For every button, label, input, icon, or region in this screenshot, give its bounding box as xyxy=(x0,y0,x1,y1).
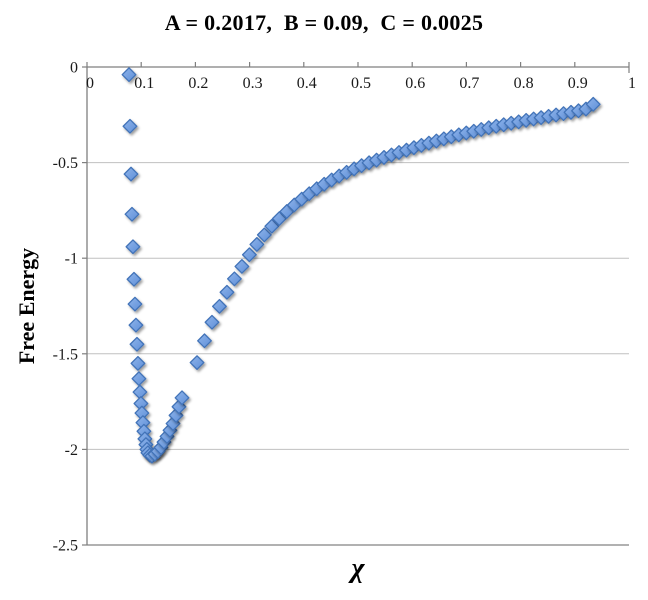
chart-title: A = 0.2017, B = 0.09, C = 0.0025 xyxy=(164,10,484,35)
data-point xyxy=(585,96,601,112)
data-point xyxy=(124,206,140,222)
data-point xyxy=(127,296,143,312)
x-tick-label: 0.6 xyxy=(405,75,425,92)
data-point xyxy=(271,211,287,227)
data-series xyxy=(121,67,601,464)
data-point xyxy=(189,355,205,371)
x-tick-label: 0.8 xyxy=(514,75,534,92)
data-point xyxy=(226,271,242,287)
data-point xyxy=(125,239,141,255)
data-point xyxy=(128,317,144,333)
data-point xyxy=(121,67,137,83)
x-tick-label: 1 xyxy=(628,75,636,92)
x-tick-label: 0.7 xyxy=(459,75,479,92)
data-point xyxy=(130,355,146,371)
x-tick-label: 0.9 xyxy=(568,75,588,92)
y-tick-label: -2 xyxy=(65,442,78,459)
y-tick-label: -1.5 xyxy=(53,346,78,363)
y-tick-label: -0.5 xyxy=(53,155,78,172)
data-point xyxy=(122,118,138,134)
y-tick-label: -2.5 xyxy=(53,538,78,555)
data-point xyxy=(212,298,227,314)
data-point xyxy=(241,247,257,263)
x-tick-label: 0.1 xyxy=(134,75,154,92)
data-point xyxy=(264,218,280,234)
y-tick-label: 0 xyxy=(70,60,78,77)
x-tick-label: 0.2 xyxy=(188,75,208,92)
data-point xyxy=(219,284,235,300)
x-axis-title: χ xyxy=(351,553,365,584)
x-tick-label: 0.4 xyxy=(297,75,317,92)
data-point xyxy=(131,371,147,387)
data-point xyxy=(197,333,212,349)
axes: 0 0.1 0.2 0.3 0.4 0.5 0.6 0.7 0.8 0.9 1 0 -0.5 -1 -1.5… xyxy=(53,60,636,555)
gridlines xyxy=(87,162,629,546)
data-point xyxy=(234,258,250,274)
data-point xyxy=(123,166,139,182)
data-point xyxy=(126,271,142,287)
y-tick-label: -1 xyxy=(65,251,78,268)
x-tick-label: 0 xyxy=(86,75,94,92)
x-tick-label: 0.5 xyxy=(351,75,371,92)
data-point xyxy=(256,227,272,243)
data-point xyxy=(249,236,265,252)
data-point xyxy=(204,314,220,330)
data-point xyxy=(174,390,190,406)
data-point xyxy=(129,336,145,352)
x-tick-label: 0.3 xyxy=(243,75,263,92)
